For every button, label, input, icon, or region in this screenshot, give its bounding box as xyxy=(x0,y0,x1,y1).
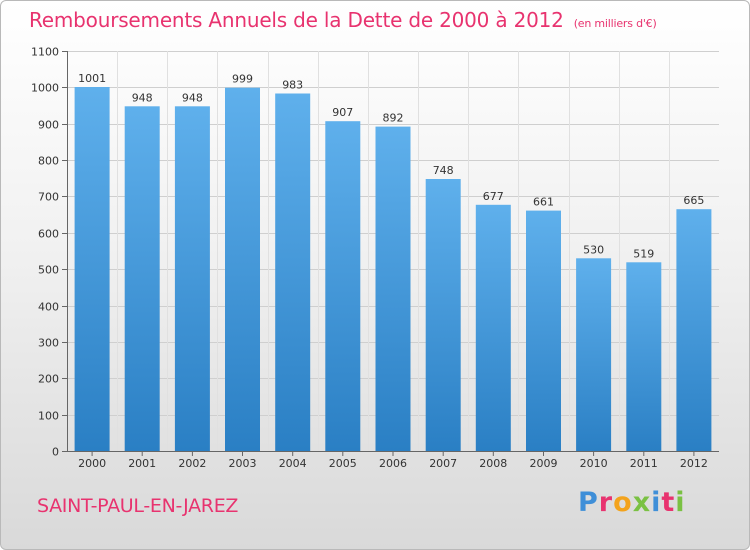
y-tick-label: 400 xyxy=(38,301,59,314)
bar-2012 xyxy=(676,209,712,451)
data-label-2002: 948 xyxy=(182,91,203,104)
x-tick-label-2005: 2005 xyxy=(329,457,357,470)
y-tick-label: 100 xyxy=(38,410,59,423)
bar-2004 xyxy=(275,93,311,451)
bar-2002 xyxy=(174,106,210,452)
x-tick-labels: 2000 2001 2002 2003 2004 2005 2006 2007 2008 2009… xyxy=(78,457,708,470)
data-label-2008: 677 xyxy=(483,190,504,203)
bars xyxy=(74,87,712,452)
data-label-2005: 907 xyxy=(332,106,353,119)
y-tick-label: 1000 xyxy=(31,82,59,95)
x-tick-label-2010: 2010 xyxy=(580,457,608,470)
logo-letter: i xyxy=(675,487,686,518)
chart-title: Remboursements Annuels de la Dette de 20… xyxy=(29,8,657,32)
proxiti-logo[interactable]: Proxiti xyxy=(578,487,686,518)
x-tick-label-2009: 2009 xyxy=(530,457,558,470)
data-label-2006: 892 xyxy=(383,112,404,125)
logo-letter: x xyxy=(632,487,652,518)
logo-letter: P xyxy=(578,487,599,518)
data-label-2012: 665 xyxy=(683,194,704,207)
x-tick-label-2002: 2002 xyxy=(178,457,206,470)
x-tick-label-2004: 2004 xyxy=(279,457,307,470)
data-label-2001: 948 xyxy=(132,91,153,104)
bar-2005 xyxy=(325,121,361,451)
data-label-2003: 999 xyxy=(232,73,253,86)
logo-letter: r xyxy=(598,487,614,518)
y-tick-label: 600 xyxy=(38,228,59,241)
bar-2001 xyxy=(124,106,160,452)
bar-2006 xyxy=(375,126,411,451)
data-labels: 1001 948 948 999 983 907 892 748 677 661 530 519 665 xyxy=(78,72,704,260)
x-tick-label-2006: 2006 xyxy=(379,457,407,470)
data-label-2009: 661 xyxy=(533,196,554,209)
data-label-2010: 530 xyxy=(583,243,604,256)
logo-letter: i xyxy=(651,487,662,518)
x-tick-label-2003: 2003 xyxy=(229,457,257,470)
x-tick-label-2007: 2007 xyxy=(429,457,457,470)
y-tick-label: 500 xyxy=(38,264,59,277)
data-label-2011: 519 xyxy=(633,247,654,260)
x-tick-label-2000: 2000 xyxy=(78,457,106,470)
x-tick-label-2001: 2001 xyxy=(128,457,156,470)
bar-2007 xyxy=(425,179,461,451)
bar-2003 xyxy=(225,87,260,451)
bar-2008 xyxy=(475,204,511,451)
x-tick-label-2012: 2012 xyxy=(680,457,708,470)
y-tick-label: 300 xyxy=(38,337,59,350)
y-tick-labels: 0 100 200 300 400 500 600 700 800 900 1000 1100 xyxy=(31,46,59,459)
y-tick-label: 800 xyxy=(38,155,59,168)
data-label-2000: 1001 xyxy=(78,72,106,85)
logo-letter: t xyxy=(661,487,676,518)
axes xyxy=(62,51,719,456)
commune-name: SAINT-PAUL-EN-JAREZ xyxy=(37,495,239,517)
x-tick-label-2011: 2011 xyxy=(630,457,658,470)
chart-subtitle: (en milliers d'€) xyxy=(573,17,657,30)
y-tick-label: 1100 xyxy=(31,46,59,59)
bar-2000 xyxy=(74,87,110,451)
y-tick-label: 200 xyxy=(38,373,59,386)
logo-letter: o xyxy=(613,487,633,518)
data-label-2007: 748 xyxy=(433,164,454,177)
y-tick-label: 700 xyxy=(38,191,59,204)
bar-2009 xyxy=(526,210,561,451)
bar-2010 xyxy=(576,258,612,451)
data-label-2004: 983 xyxy=(282,79,303,92)
x-tick-label-2008: 2008 xyxy=(479,457,507,470)
bar-2011 xyxy=(626,262,662,451)
y-tick-label: 0 xyxy=(52,446,59,459)
y-tick-label: 900 xyxy=(38,119,59,132)
title-text: Remboursements Annuels de la Dette de 20… xyxy=(29,8,564,32)
